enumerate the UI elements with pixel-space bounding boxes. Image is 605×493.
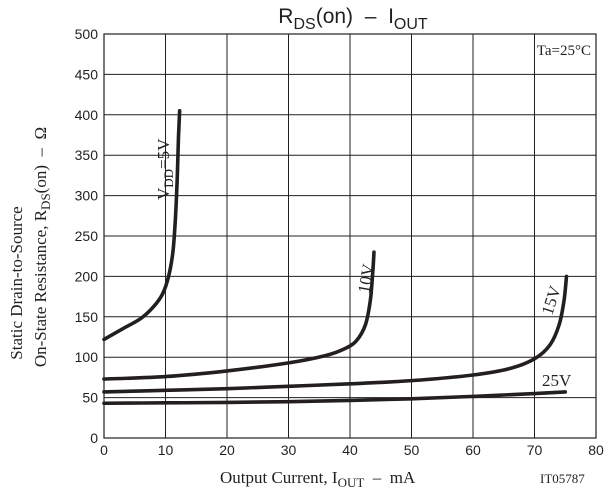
series-line-10v [102,250,376,381]
series-line-15v [102,274,569,394]
y-axis-label-line2-sub: DS [38,193,53,210]
chart-title: RDS(on) – IOUT [278,5,428,33]
y-tick-labels: 0 50 100 150 200 250 300 350 400 450 500 [75,26,99,446]
y-tick-label: 100 [75,349,99,365]
x-tick-labels: 0 10 20 30 40 50 60 70 80 [100,442,604,458]
series-label-vdd-5v-main: V [154,187,173,200]
x-tick-label: 10 [158,442,174,458]
y-axis-label-line2-rest: (on) – Ω [31,127,50,193]
chart-title-sub2: OUT [394,16,428,33]
chart-title-main: R [278,5,293,28]
x-tick-label: 70 [527,442,543,458]
x-axis-label: Output Current, IOUT – mA [220,468,416,490]
figure-code: IT05787 [540,471,585,486]
series-label-vdd-5v-rest: =5V [154,138,173,169]
x-tick-label: 0 [100,442,108,458]
x-axis-label-rest: – mA [364,468,416,487]
grid [103,33,597,439]
x-axis-label-main: Output Current, I [220,468,338,487]
x-axis-label-sub: OUT [338,475,365,490]
y-tick-label: 200 [75,268,99,284]
y-tick-label: 400 [75,107,99,123]
series-label-25v: 25V [542,371,572,390]
series-line-25v [102,390,568,406]
x-tick-label: 80 [588,442,604,458]
chart-title-sub: DS [293,16,315,33]
series-label-vdd-5v: VDD=5V [154,138,176,200]
series-line-vdd-5v [102,108,182,342]
y-tick-label: 300 [75,188,99,204]
y-tick-label: 450 [75,66,99,82]
plot-frame [103,33,597,439]
x-tick-label: 30 [281,442,297,458]
series-lines [102,108,569,406]
y-axis-label-line2: On-State Resistance, RDS(on) – Ω [31,127,53,367]
y-axis-label-line1: Static Drain-to-Source [7,206,26,359]
y-tick-label: 250 [75,228,99,244]
y-axis-label-line2-main: On-State Resistance, R [31,209,50,367]
y-tick-label: 50 [82,390,98,406]
temperature-annotation: Ta=25°C [537,43,591,59]
y-tick-label: 350 [75,147,99,163]
y-tick-label: 500 [75,26,99,42]
x-tick-label: 40 [342,442,358,458]
x-tick-label: 50 [404,442,420,458]
chart-title-rest: (on) – I [316,5,394,28]
x-tick-label: 20 [219,442,235,458]
x-tick-label: 60 [465,442,481,458]
y-tick-label: 150 [75,309,99,325]
y-tick-label: 0 [90,430,98,446]
series-label-vdd-5v-sub: DD [161,169,176,188]
series-label-10v: 10V [354,262,378,295]
